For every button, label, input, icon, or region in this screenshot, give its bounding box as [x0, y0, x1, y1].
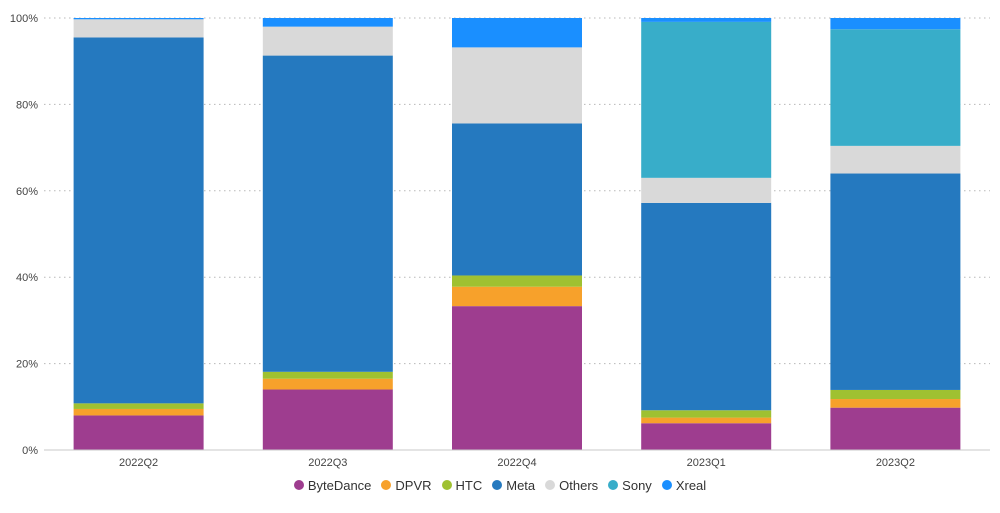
bar-segment-xreal: [641, 18, 772, 22]
bar-segment-htc: [262, 371, 393, 379]
legend-label: Meta: [506, 477, 536, 493]
legend-marker-icon: [545, 480, 556, 490]
bar-segment-others: [73, 19, 204, 38]
bar-segment-others: [641, 177, 772, 203]
bars: [73, 18, 961, 450]
bar-segment-bytedance: [73, 415, 204, 450]
bar-segment-meta: [262, 55, 393, 372]
y-tick-label: 20%: [16, 359, 38, 371]
bar-segment-htc: [830, 389, 961, 400]
bar-segment-bytedance: [452, 306, 582, 450]
legend-marker-icon: [293, 480, 304, 490]
bar-segment-bytedance: [830, 407, 961, 450]
bar-segment-dpvr: [452, 286, 582, 307]
legend-label: HTC: [455, 477, 483, 493]
legend-item[interactable]: ByteDance: [293, 477, 372, 493]
legend-item[interactable]: Meta: [492, 478, 535, 493]
legend-item[interactable]: Xreal: [661, 477, 707, 493]
legend-label: Sony: [622, 477, 652, 493]
bar-segment-sony: [641, 21, 772, 178]
bar-segment-meta: [73, 37, 204, 404]
legend-marker-icon: [661, 480, 672, 490]
bar-segment-dpvr: [641, 417, 772, 424]
legend-marker-icon: [492, 480, 503, 490]
y-tick-label: 100%: [10, 13, 38, 25]
bar-segment-others: [830, 145, 961, 174]
bar-segment-xreal: [830, 18, 961, 30]
bar-segment-meta: [452, 123, 582, 276]
bar-segment-xreal: [452, 18, 582, 48]
y-tick-label: 80%: [16, 99, 38, 111]
x-tick-label: 2023Q1: [687, 457, 726, 469]
bar-segment-bytedance: [641, 423, 772, 450]
x-tick-label: 2022Q3: [308, 457, 347, 469]
legend-marker-icon: [381, 480, 392, 490]
bar-segment-dpvr: [262, 378, 393, 390]
bar-segment-htc: [452, 275, 582, 287]
x-tick-label: 2022Q2: [119, 457, 158, 469]
legend: ByteDance DPVR HTC Meta Others Sony Xreal: [0, 474, 1000, 496]
bar-segment-htc: [73, 403, 204, 409]
y-tick-label: 0%: [22, 445, 38, 457]
legend-label: Others: [559, 477, 599, 493]
x-tick-label: 2022Q4: [497, 457, 536, 469]
legend-item[interactable]: Sony: [608, 478, 652, 493]
bar-segment-others: [262, 26, 393, 56]
legend-item[interactable]: Others: [545, 478, 598, 493]
bar-segment-htc: [641, 410, 772, 418]
bar-segment-others: [452, 47, 582, 124]
bar-segment-bytedance: [262, 389, 393, 450]
y-tick-label: 60%: [16, 186, 38, 198]
bar-segment-xreal: [262, 18, 393, 27]
bar-segment-dpvr: [830, 399, 961, 408]
legend-marker-icon: [608, 480, 619, 490]
bar-segment-xreal: [73, 18, 204, 20]
legend-label: ByteDance: [307, 477, 372, 493]
y-tick-label: 40%: [16, 272, 38, 284]
legend-item[interactable]: HTC: [441, 477, 483, 493]
legend-item[interactable]: DPVR: [381, 477, 432, 493]
bar-segment-dpvr: [73, 408, 204, 416]
bar-segment-sony: [830, 29, 961, 146]
legend-label: Xreal: [675, 477, 707, 493]
legend-marker-icon: [441, 480, 452, 490]
x-tick-label: 2023Q2: [876, 457, 915, 469]
legend-label: DPVR: [395, 477, 432, 493]
bar-segment-meta: [830, 173, 961, 390]
bar-segment-meta: [641, 202, 772, 411]
axes: 0% 20% 40% 60% 80% 100% 2022Q2 2022Q3 2022Q4 2023…: [10, 13, 990, 469]
